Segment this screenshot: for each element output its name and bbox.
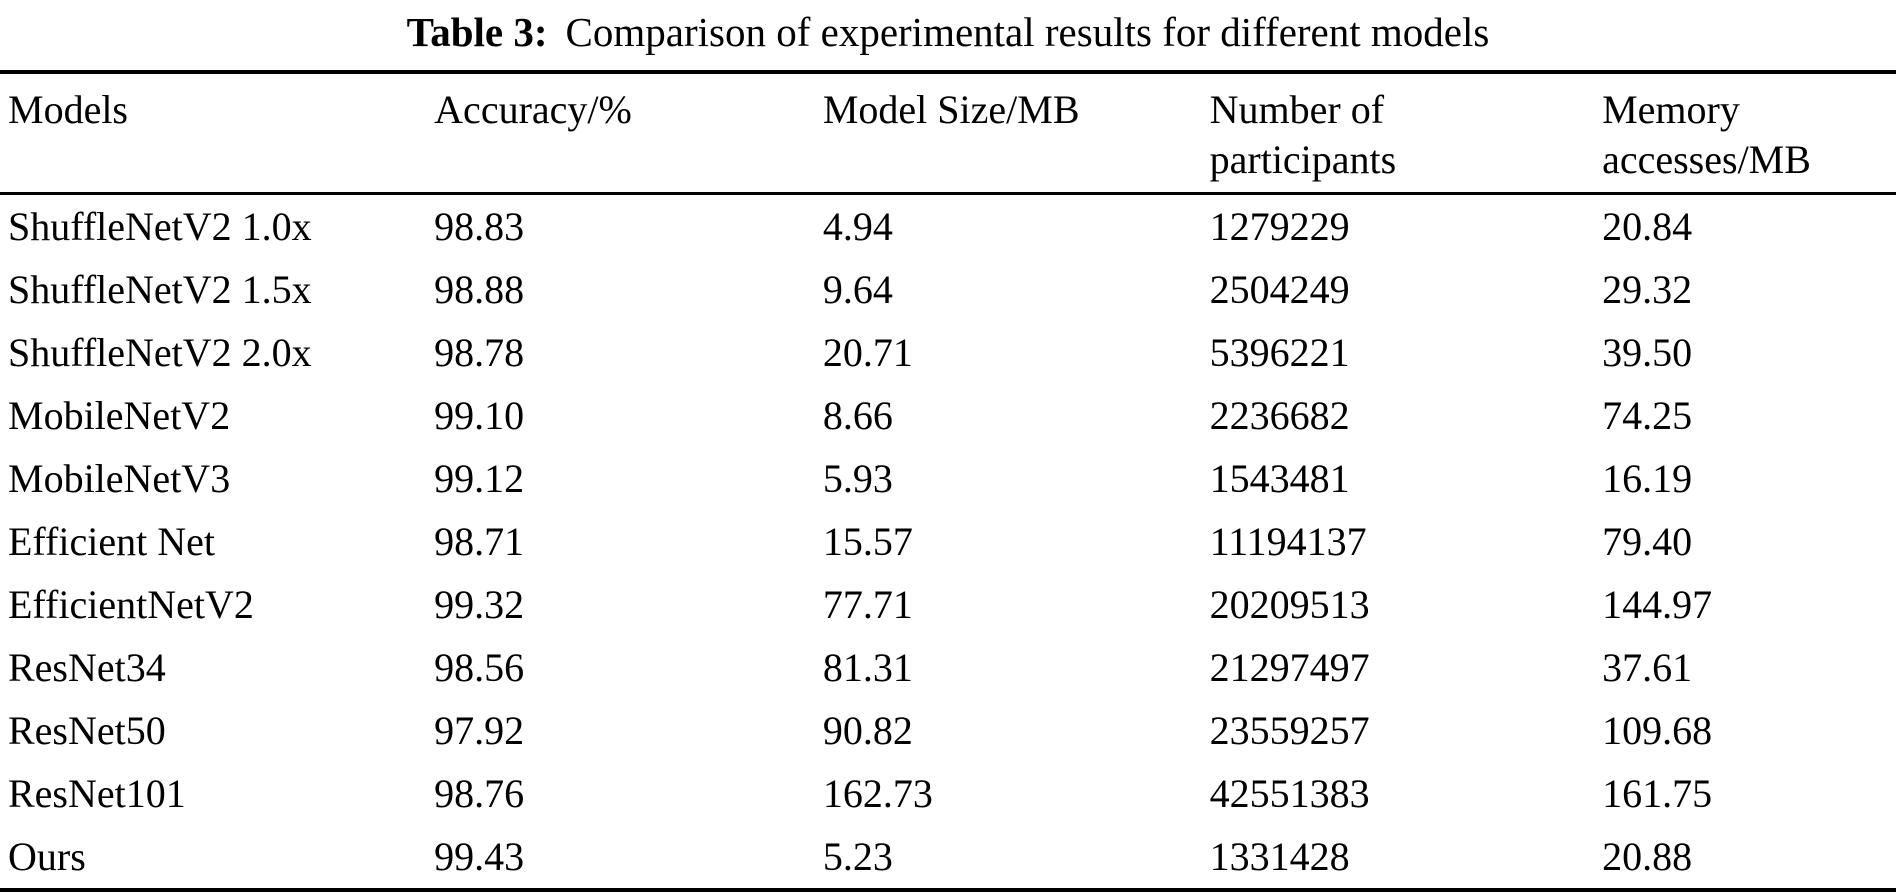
table-caption-label: Table 3: [406,9,548,55]
model-name-cell: Efficient Net [8,519,215,564]
table-header: Models Accuracy/% Model Size/MB Number of p… [0,72,1896,194]
value-cell: 81.31 [822,645,913,690]
value-cell: 20209513 [1209,582,1370,627]
value-cell: 39.50 [1602,330,1693,375]
value-cell: 99.12 [434,456,525,501]
table-row: ResNet34 98.56 81.31 21297497 37.61 [0,636,1896,699]
table-row: ShuffleNetV2 1.0x 98.83 4.94 1279229 20.84 [0,194,1896,259]
value-cell: 20.71 [822,330,913,375]
value-cell: 98.71 [434,519,525,564]
value-cell: 9.64 [822,267,893,312]
value-cell: 11194137 [1209,519,1367,564]
value-cell: 2236682 [1209,393,1350,438]
value-cell: 16.19 [1602,456,1693,501]
model-name-cell: ResNet50 [8,708,166,753]
value-cell: 99.10 [434,393,525,438]
value-cell: 5.93 [822,456,893,501]
model-name-cell: Ours [8,834,86,879]
table-row: MobileNetV3 99.12 5.93 1543481 16.19 [0,447,1896,510]
results-table: Models Accuracy/% Model Size/MB Number of p… [0,70,1896,892]
value-cell: 98.76 [434,771,525,816]
column-header-models: Models [8,87,128,132]
value-cell: 5396221 [1209,330,1350,375]
column-header-memory-accesses-mb: Memory accesses/MB [1602,87,1811,182]
table-caption: Table 3: Comparison of experimental resul… [0,4,1896,60]
table-row: EfficientNetV2 99.32 77.71 20209513 144.97 [0,573,1896,636]
value-cell: 74.25 [1602,393,1693,438]
value-cell: 20.88 [1602,834,1693,879]
value-cell: 29.32 [1602,267,1693,312]
value-cell: 1543481 [1209,456,1350,501]
table-row: MobileNetV2 99.10 8.66 2236682 74.25 [0,384,1896,447]
value-cell: 79.40 [1602,519,1693,564]
table-row: ResNet50 97.92 90.82 23559257 109.68 [0,699,1896,762]
model-name-cell: EfficientNetV2 [8,582,254,627]
table-row: Efficient Net 98.71 15.57 11194137 79.40 [0,510,1896,573]
value-cell: 77.71 [822,582,913,627]
value-cell: 23559257 [1209,708,1370,753]
value-cell: 98.88 [434,267,525,312]
model-name-cell: ShuffleNetV2 1.5x [8,267,312,312]
value-cell: 162.73 [822,771,933,816]
value-cell: 42551383 [1209,771,1370,816]
value-cell: 99.32 [434,582,525,627]
column-header-number-of-participants: Number of participants [1209,87,1397,182]
value-cell: 98.83 [434,204,525,249]
table-row: Ours 99.43 5.23 1331428 20.88 [0,825,1896,890]
column-header-model-size-mb: Model Size/MB [822,87,1080,132]
value-cell: 90.82 [822,708,913,753]
value-cell: 15.57 [822,519,913,564]
model-name-cell: MobileNetV2 [8,393,231,438]
table-body: ShuffleNetV2 1.0x 98.83 4.94 1279229 20.84 Sh… [0,194,1896,891]
value-cell: 37.61 [1602,645,1693,690]
value-cell: 2504249 [1209,267,1350,312]
value-cell: 21297497 [1209,645,1370,690]
model-name-cell: MobileNetV3 [8,456,231,501]
value-cell: 97.92 [434,708,525,753]
value-cell: 8.66 [822,393,893,438]
value-cell: 98.56 [434,645,525,690]
table-row: ShuffleNetV2 1.5x 98.88 9.64 2504249 29.32 [0,258,1896,321]
model-name-cell: ResNet101 [8,771,186,816]
table-caption-text: Comparison of experimental results for d… [565,9,1490,55]
table-header-row: Models Accuracy/% Model Size/MB Number of p… [0,72,1896,194]
value-cell: 98.78 [434,330,525,375]
model-name-cell: ShuffleNetV2 2.0x [8,330,312,375]
column-header-accuracy: Accuracy/% [434,87,632,132]
value-cell: 4.94 [822,204,893,249]
value-cell: 20.84 [1602,204,1693,249]
value-cell: 1279229 [1209,204,1350,249]
value-cell: 99.43 [434,834,525,879]
table-row: ResNet101 98.76 162.73 42551383 161.75 [0,762,1896,825]
paper-table-page: Table 3: Comparison of experimental resul… [0,4,1896,896]
model-name-cell: ResNet34 [8,645,166,690]
table-row: ShuffleNetV2 2.0x 98.78 20.71 5396221 39.50 [0,321,1896,384]
value-cell: 109.68 [1602,708,1713,753]
value-cell: 5.23 [822,834,893,879]
value-cell: 144.97 [1602,582,1713,627]
value-cell: 1331428 [1209,834,1350,879]
value-cell: 161.75 [1602,771,1713,816]
model-name-cell: ShuffleNetV2 1.0x [8,204,312,249]
